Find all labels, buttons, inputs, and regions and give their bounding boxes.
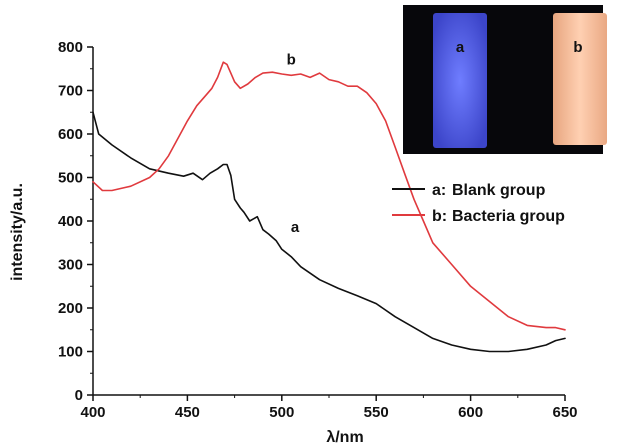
legend-label-blank: Blank group (452, 182, 546, 199)
legend-key-blank: a: (432, 182, 446, 199)
curve-label-b: b (287, 51, 296, 68)
bacteria-cuvette (553, 13, 607, 145)
y-tick-label: 200 (58, 300, 83, 317)
curve-label-a: a (291, 219, 300, 236)
series-line-blank-group (92, 111, 566, 353)
y-tick-label: 700 (58, 83, 83, 100)
y-axis-title: intensity/a.u. (9, 183, 26, 281)
blank-cuvette (433, 13, 487, 148)
legend-label-bacteria: Bacteria group (452, 208, 565, 225)
legend-key-bacteria: b: (432, 208, 447, 225)
x-tick-label: 600 (458, 404, 483, 421)
x-tick-label: 400 (80, 404, 105, 421)
x-tick-label: 450 (175, 404, 200, 421)
series-layer (92, 61, 566, 353)
inset-label-a: a (456, 39, 465, 56)
y-tick-label: 400 (58, 213, 83, 230)
y-tick-label: 500 (58, 170, 83, 187)
y-tick-label: 0 (75, 387, 83, 404)
y-tick-label: 600 (58, 126, 83, 143)
curve-labels: ab (287, 51, 300, 235)
inset-label-b: b (573, 39, 582, 56)
y-tick-label: 100 (58, 344, 83, 361)
x-axis-title: λ/nm (326, 429, 363, 446)
series-line-bacteria-group (92, 61, 566, 331)
x-tick-label: 500 (269, 404, 294, 421)
x-tick-label: 550 (364, 404, 389, 421)
y-tick-label: 300 (58, 257, 83, 274)
y-axis-ticks: 0 100 200 300 400 500 600 700 800 (58, 39, 93, 404)
y-tick-label: 800 (58, 39, 83, 56)
legend: a: Blank group b: Bacteria group (392, 182, 565, 225)
x-tick-label: 650 (552, 404, 577, 421)
x-axis-ticks: 400 450 500 550 600 650 (80, 395, 578, 421)
inset-photo: a b (403, 5, 607, 154)
